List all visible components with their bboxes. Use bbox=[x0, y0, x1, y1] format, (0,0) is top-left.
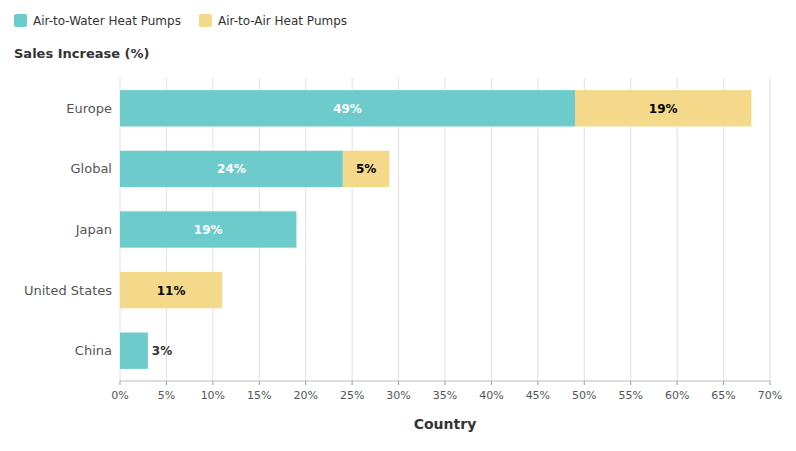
tick-label: 65% bbox=[711, 389, 735, 402]
category-label: Global bbox=[71, 161, 112, 176]
tick-mark bbox=[352, 381, 353, 385]
legend-item: Air-to-Air Heat Pumps bbox=[199, 14, 347, 28]
tick-label: 40% bbox=[479, 389, 503, 402]
data-label: 11% bbox=[157, 284, 186, 298]
tick-label: 60% bbox=[665, 389, 689, 402]
grid-line bbox=[770, 78, 771, 381]
tick-mark bbox=[770, 381, 771, 385]
data-labels: 49% 19% 24% 5% 19% 11% 3% bbox=[152, 102, 678, 358]
tick-mark bbox=[677, 381, 678, 385]
tick-label: 30% bbox=[386, 389, 410, 402]
chart: Air-to-Water Heat Pumps Air-to-Air Heat P… bbox=[0, 0, 796, 451]
bar-segment bbox=[343, 151, 389, 187]
axis-title: Sales Increase (%) bbox=[14, 46, 149, 61]
tick-mark bbox=[584, 381, 585, 385]
legend-swatch bbox=[199, 14, 212, 27]
tick-label: 45% bbox=[526, 389, 550, 402]
axis-title: Country bbox=[414, 416, 477, 432]
legend-swatch bbox=[14, 14, 27, 27]
bar-segment bbox=[147, 333, 148, 369]
tick-mark bbox=[491, 381, 492, 385]
tick-label: 50% bbox=[572, 389, 596, 402]
tick-mark bbox=[398, 381, 399, 385]
bar-segment bbox=[120, 90, 575, 126]
tick-label: 20% bbox=[293, 389, 317, 402]
tick-mark bbox=[212, 381, 213, 385]
grid bbox=[120, 78, 770, 381]
data-label: 3% bbox=[152, 344, 172, 358]
category-label: China bbox=[75, 343, 112, 358]
tick-mark bbox=[120, 381, 121, 385]
bar-segment bbox=[120, 151, 343, 187]
tick-label: 5% bbox=[158, 389, 175, 402]
bar-segment bbox=[120, 211, 296, 247]
bar-segment bbox=[296, 211, 297, 247]
tick-label: 10% bbox=[201, 389, 225, 402]
tick-mark bbox=[445, 381, 446, 385]
legend-label: Air-to-Water Heat Pumps bbox=[33, 14, 181, 28]
bars bbox=[120, 90, 751, 369]
category-label: United States bbox=[24, 283, 112, 298]
tick-mark bbox=[166, 381, 167, 385]
legend: Air-to-Water Heat Pumps Air-to-Air Heat P… bbox=[14, 14, 347, 28]
bar-segment bbox=[575, 90, 751, 126]
data-label: 5% bbox=[356, 162, 376, 176]
tick-mark bbox=[630, 381, 631, 385]
tick-label: 15% bbox=[247, 389, 271, 402]
tick-mark bbox=[537, 381, 538, 385]
tick-label: 70% bbox=[758, 389, 782, 402]
data-label: 49% bbox=[333, 102, 362, 116]
category-label: Europe bbox=[66, 101, 112, 116]
legend-label: Air-to-Air Heat Pumps bbox=[218, 14, 347, 28]
tick-label: 55% bbox=[618, 389, 642, 402]
data-label: 19% bbox=[649, 102, 678, 116]
tick-label: 25% bbox=[340, 389, 364, 402]
data-label: 19% bbox=[194, 223, 223, 237]
tick-label: 35% bbox=[433, 389, 457, 402]
legend-item: Air-to-Water Heat Pumps bbox=[14, 14, 181, 28]
bar-segment bbox=[120, 333, 148, 369]
bar-segment bbox=[120, 272, 222, 308]
tick-mark bbox=[305, 381, 306, 385]
category-label: Japan bbox=[75, 222, 112, 237]
tick-mark bbox=[259, 381, 260, 385]
x-axis-line bbox=[120, 381, 770, 382]
data-label: 24% bbox=[217, 162, 246, 176]
tick-mark bbox=[723, 381, 724, 385]
tick-label: 0% bbox=[111, 389, 128, 402]
